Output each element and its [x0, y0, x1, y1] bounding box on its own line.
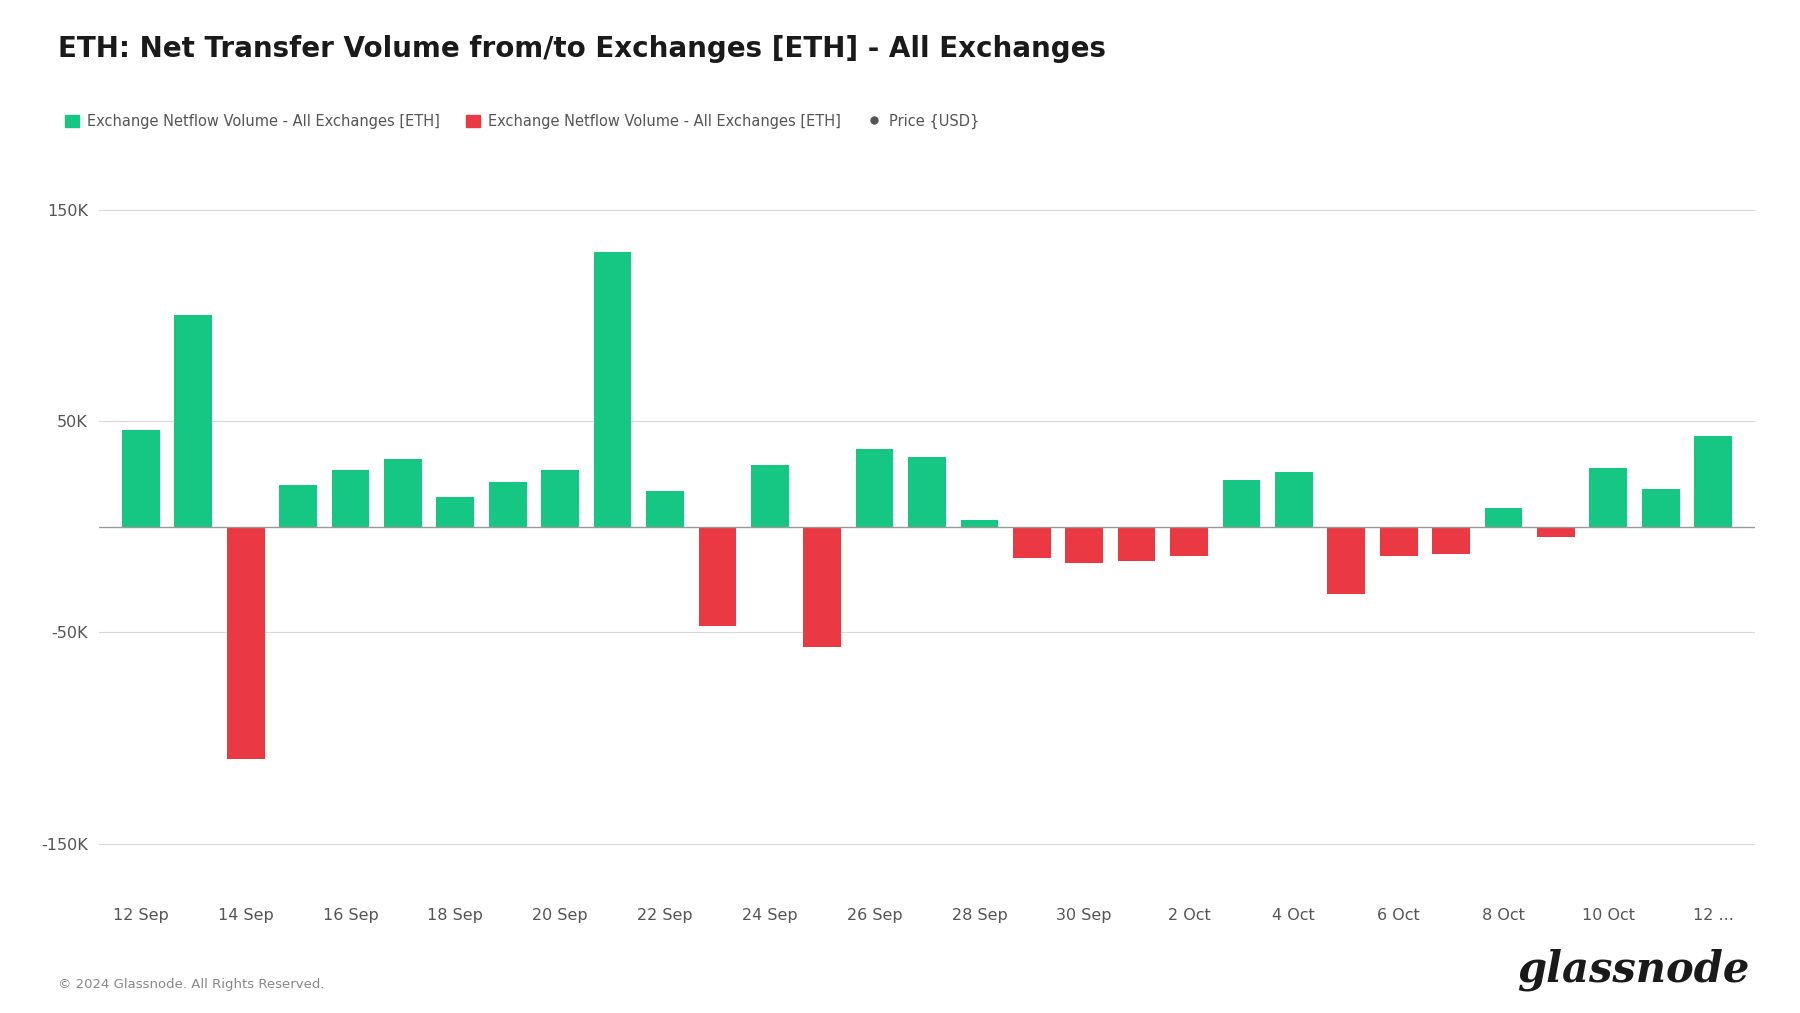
Bar: [1485, 508, 1523, 527]
Bar: [1066, 527, 1103, 562]
Text: © 2024 Glassnode. All Rights Reserved.: © 2024 Glassnode. All Rights Reserved.: [58, 978, 324, 991]
Bar: [594, 252, 632, 527]
Bar: [383, 459, 421, 527]
Bar: [751, 466, 788, 527]
Bar: [436, 497, 473, 527]
Bar: [1170, 527, 1208, 556]
Bar: [1118, 527, 1156, 560]
Text: glassnode: glassnode: [1517, 948, 1750, 991]
Bar: [961, 521, 999, 527]
Bar: [855, 449, 893, 527]
Text: ETH: Net Transfer Volume from/to Exchanges [ETH] - All Exchanges: ETH: Net Transfer Volume from/to Exchang…: [58, 35, 1105, 64]
Bar: [1222, 480, 1260, 527]
Bar: [490, 482, 527, 527]
Bar: [909, 457, 945, 527]
Bar: [1589, 468, 1627, 527]
Bar: [1642, 488, 1679, 527]
Bar: [122, 430, 160, 527]
Legend: Exchange Netflow Volume - All Exchanges [ETH], Exchange Netflow Volume - All Exc: Exchange Netflow Volume - All Exchanges …: [65, 113, 979, 129]
Bar: [1013, 527, 1051, 558]
Bar: [1433, 527, 1471, 554]
Bar: [803, 527, 841, 647]
Bar: [646, 491, 684, 527]
Bar: [1694, 436, 1732, 527]
Bar: [542, 470, 580, 527]
Bar: [1327, 527, 1364, 595]
Bar: [1274, 472, 1312, 527]
Bar: [227, 527, 265, 759]
Bar: [279, 484, 317, 527]
Bar: [1537, 527, 1575, 537]
Bar: [331, 470, 369, 527]
Bar: [1381, 527, 1418, 556]
Bar: [698, 527, 736, 626]
Bar: [175, 315, 212, 527]
